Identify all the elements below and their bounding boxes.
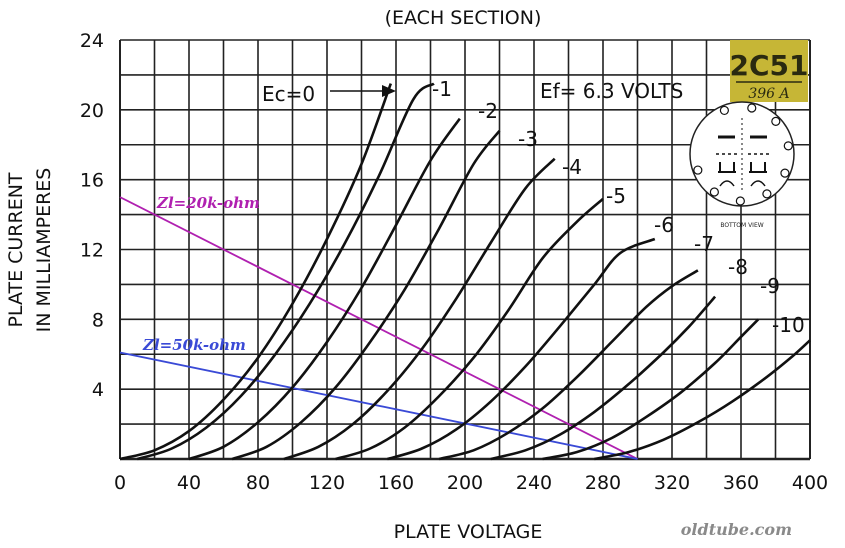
plate-curve-7 bbox=[438, 269, 699, 461]
plate-curve-2 bbox=[188, 117, 461, 461]
y-axis-label-line1: PLATE CURRENT bbox=[5, 172, 27, 327]
curve-labels: Ec=0 -1 -2 -3 -4 -5 -6 -7 -8 -9 -10 bbox=[262, 77, 805, 337]
load-lines: Zl=20k-ohm Zl=50k-ohm bbox=[119, 194, 638, 460]
curve-label: -2 bbox=[478, 99, 498, 123]
heater-right bbox=[750, 180, 766, 187]
tube-base-diagram: BOTTOM VIEW bbox=[689, 101, 795, 229]
y-tick-label: 12 bbox=[80, 240, 104, 262]
base-pin bbox=[747, 103, 757, 113]
plate-curve-8 bbox=[490, 295, 717, 461]
x-tick-label: 40 bbox=[177, 472, 201, 494]
curve-label: -6 bbox=[654, 213, 674, 237]
load-line-label: Zl=50k-ohm bbox=[142, 336, 246, 354]
x-tick-label: 200 bbox=[447, 472, 483, 494]
plate-curve-4 bbox=[283, 157, 556, 461]
curve-label: -8 bbox=[728, 255, 748, 279]
curve-label: -5 bbox=[606, 184, 626, 208]
x-tick-label: 400 bbox=[792, 472, 828, 494]
x-tick-label: 280 bbox=[585, 472, 621, 494]
plate-curve-9 bbox=[542, 318, 760, 461]
base-pins bbox=[693, 103, 793, 206]
ec0-arrow-head bbox=[382, 85, 396, 97]
base-pin bbox=[783, 141, 793, 151]
chart-title: (EACH SECTION) bbox=[385, 7, 542, 29]
plate-curve-0 bbox=[119, 83, 393, 461]
curve-label: -4 bbox=[562, 155, 582, 179]
y-tick-label: 24 bbox=[80, 30, 104, 52]
x-tick-label: 160 bbox=[378, 472, 414, 494]
badge-tube-name: 2C51 bbox=[730, 49, 809, 82]
cathode-left bbox=[718, 162, 736, 173]
base-pin bbox=[735, 196, 745, 206]
curve-label: -9 bbox=[760, 274, 780, 298]
curve-label: -3 bbox=[518, 127, 538, 151]
plate-curve-6 bbox=[387, 237, 656, 461]
curve-label: -7 bbox=[694, 232, 714, 256]
x-axis-label: PLATE VOLTAGE bbox=[394, 521, 543, 543]
base-pin bbox=[709, 187, 719, 197]
y-tick-label: 8 bbox=[92, 309, 104, 331]
base-pin bbox=[780, 168, 790, 178]
x-tick-label: 320 bbox=[654, 472, 690, 494]
curve-label-ec0: Ec=0 bbox=[262, 82, 315, 106]
tube-badge: 2C51 396 A bbox=[730, 40, 809, 102]
y-tick-labels: 4 8 12 16 20 24 bbox=[80, 30, 104, 401]
base-pin bbox=[719, 105, 729, 116]
base-pin bbox=[771, 116, 781, 126]
y-tick-label: 20 bbox=[80, 100, 104, 122]
badge-equivalent: 396 A bbox=[748, 86, 789, 102]
base-pin bbox=[693, 165, 703, 175]
x-tick-label: 80 bbox=[246, 472, 270, 494]
y-tick-label: 16 bbox=[80, 170, 104, 192]
load-line-1 bbox=[119, 351, 638, 460]
heater-left bbox=[719, 180, 735, 187]
plate-curves bbox=[119, 82, 811, 461]
plate-curve-1 bbox=[136, 82, 435, 461]
cathode-right bbox=[749, 162, 767, 173]
load-line-label: Zl=20k-ohm bbox=[156, 194, 260, 212]
filament-voltage-label: Ef= 6.3 VOLTS bbox=[540, 79, 683, 103]
bottom-view-label: BOTTOM VIEW bbox=[720, 222, 763, 229]
base-pin bbox=[762, 189, 772, 199]
plate-curve-5 bbox=[335, 197, 604, 461]
plate-curve-10 bbox=[594, 339, 811, 461]
badge-background bbox=[730, 40, 808, 102]
watermark: oldtube.com bbox=[681, 520, 792, 539]
y-tick-label: 4 bbox=[92, 379, 104, 401]
curve-label: -10 bbox=[772, 313, 805, 337]
plate-curve-3 bbox=[231, 129, 501, 461]
curve-label: -1 bbox=[432, 77, 452, 101]
x-tick-labels: 0 40 80 120 160 200 240 280 320 360 400 bbox=[114, 472, 828, 494]
x-tick-label: 120 bbox=[309, 472, 345, 494]
x-tick-label: 360 bbox=[723, 472, 759, 494]
y-axis-label-line2: IN MILLIAMPERES bbox=[33, 168, 55, 333]
x-tick-label: 240 bbox=[516, 472, 552, 494]
x-tick-label: 0 bbox=[114, 472, 126, 494]
